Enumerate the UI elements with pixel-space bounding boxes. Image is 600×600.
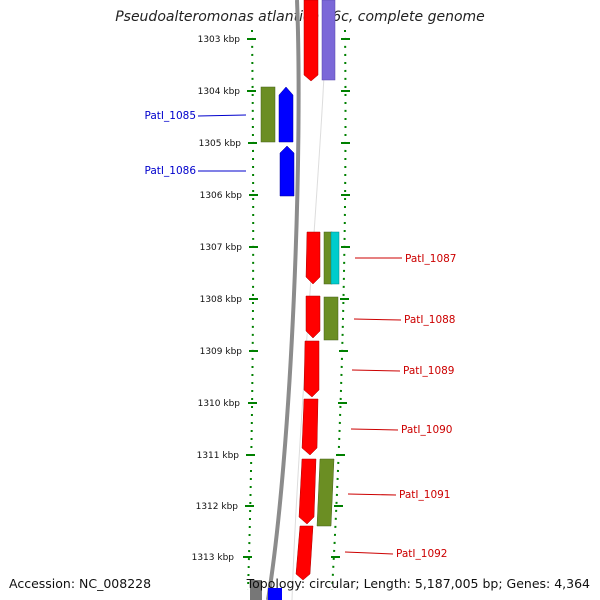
forward-leader-lines — [344, 257, 402, 555]
cds-feature-green[interactable] — [316, 458, 335, 527]
gene-label[interactable]: PatI_1086 — [145, 165, 197, 177]
reverse-leader-lines — [197, 114, 247, 172]
tick-label: 1306 kbp — [200, 191, 243, 201]
gene-label[interactable]: PatI_1088 — [404, 314, 455, 326]
tick-label: 1312 kbp — [196, 502, 239, 512]
tick-label: 1311 kbp — [197, 451, 240, 461]
tick-label: 1309 kbp — [200, 347, 243, 357]
left-dotted-scale — [247, 29, 255, 591]
gene-PatI-1090[interactable] — [301, 398, 319, 456]
gene-label[interactable]: PatI_1087 — [405, 253, 456, 265]
tick-label: 1313 kbp — [192, 553, 235, 563]
gene-PatI-1091[interactable] — [298, 458, 317, 525]
tick-label: 1308 kbp — [200, 295, 243, 305]
cds-feature-green[interactable] — [323, 296, 339, 341]
gene-PatI-1092[interactable] — [295, 525, 314, 581]
tick-label: 1303 kbp — [198, 35, 241, 45]
topology-summary-text: Topology: circular; Length: 5,187,005 bp… — [246, 576, 590, 591]
gene-label[interactable]: PatI_1092 — [396, 548, 447, 560]
gene-PatI-1088[interactable] — [305, 295, 321, 339]
gene-label[interactable]: PatI_1089 — [403, 365, 454, 377]
gene-label[interactable]: PatI_1090 — [401, 424, 452, 436]
gene-PatI-1086[interactable] — [279, 145, 295, 197]
tick-label: 1304 kbp — [198, 87, 241, 97]
right-dotted-scale — [331, 29, 347, 591]
right-tick-marks — [331, 38, 350, 558]
rna-feature-cyan[interactable] — [330, 231, 340, 285]
gene-feature-purple[interactable] — [321, 0, 336, 81]
gene-feature-gray-partial[interactable] — [250, 580, 262, 600]
gene-feature-red[interactable] — [303, 0, 319, 82]
cds-feature-green[interactable] — [260, 86, 276, 143]
reverse-gene-labels: PatI_1085 PatI_1086 — [145, 110, 197, 177]
gene-PatI-1085[interactable] — [278, 86, 294, 143]
tick-label: 1307 kbp — [200, 243, 243, 253]
forward-gene-labels: PatI_1087 PatI_1088 PatI_1089 PatI_1090 … — [396, 253, 456, 560]
gene-PatI-1087[interactable] — [305, 231, 321, 285]
tick-labels: 1303 kbp 1304 kbp 1305 kbp 1306 kbp 1307… — [192, 35, 243, 563]
gene-label[interactable]: PatI_1085 — [145, 110, 196, 122]
gene-PatI-1089[interactable] — [303, 340, 320, 398]
backbone-arc — [266, 0, 301, 600]
map-title: Pseudoalteromonas atlantica T6c, complet… — [115, 9, 485, 25]
tick-label: 1305 kbp — [199, 139, 242, 149]
gene-feature-blue-partial[interactable] — [268, 588, 282, 600]
accession-text: Accession: NC_008228 — [9, 576, 152, 591]
tick-label: 1310 kbp — [198, 399, 241, 409]
left-tick-marks — [243, 38, 258, 558]
gene-label[interactable]: PatI_1091 — [399, 489, 450, 501]
